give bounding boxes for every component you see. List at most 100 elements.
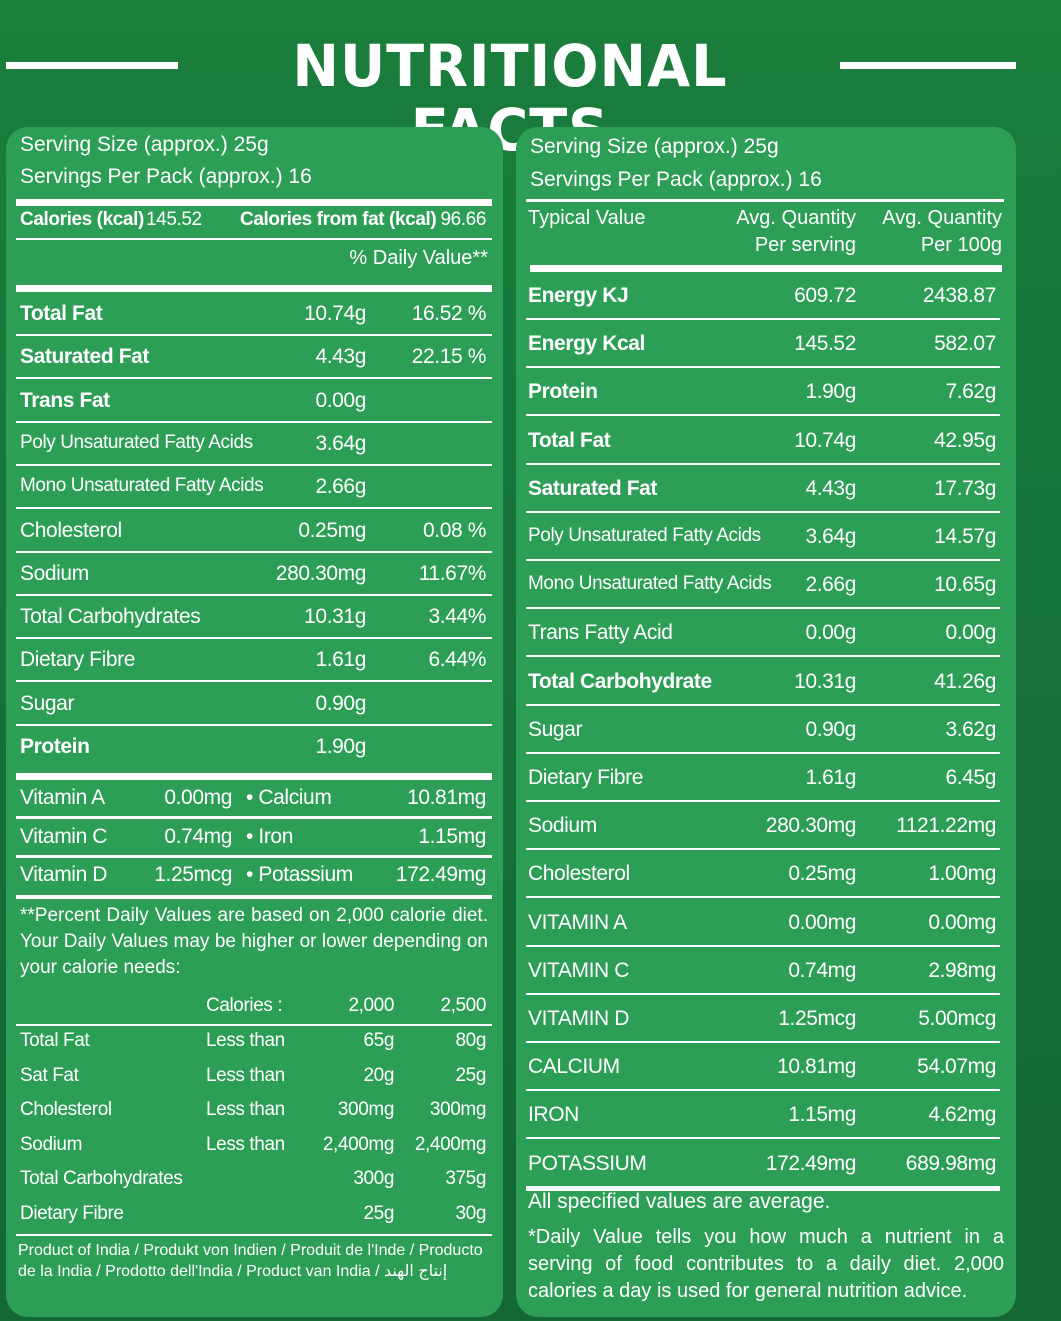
per-100g-value: 5.00mcg (918, 1007, 996, 1030)
per-100g-value: 17.73g (934, 476, 996, 500)
per-100g-value: 3.62g (945, 717, 996, 741)
per-100g-value: 689.98mg (905, 1151, 997, 1175)
nutrient-name: Protein (20, 735, 90, 758)
servings-per-pack: Servings Per Pack (approx.) 16 (530, 168, 822, 191)
mineral-name: • Calcium (246, 786, 332, 809)
title-row: NUTRITIONAL FACTS (0, 26, 1061, 162)
nutrient-name: Trans Fatty Acid (528, 621, 673, 645)
divider (16, 1024, 492, 1026)
ref-value-2500: 30g (455, 1203, 486, 1224)
row-divider (526, 751, 1000, 754)
nutrient-name: Dietary Fibre (20, 648, 135, 672)
nutrient-daily-value: 6.44% (428, 648, 486, 672)
per-serving-value: 1.25mcg (778, 1007, 856, 1030)
row-divider (16, 637, 492, 640)
per-serving-value: 0.74mg (788, 958, 856, 982)
ref-value-2500: 25g (455, 1064, 486, 1086)
nutrient-name: VITAMIN D (528, 1007, 630, 1030)
row-divider (526, 366, 1000, 369)
calories-fat-value: 96.66 (440, 209, 486, 230)
nutrient-daily-value: 0.08 % (423, 518, 486, 542)
per-serving-value: 1.15mg (788, 1103, 856, 1127)
nutrient-name: Energy Kcal (528, 332, 645, 356)
daily-value-header: % Daily Value** (349, 247, 488, 269)
row-divider (16, 507, 492, 510)
per-100g-value: 7.62g (945, 380, 996, 404)
nutrient-name: IRON (528, 1103, 579, 1127)
nutrient-amount: 280.30mg (275, 561, 367, 585)
nutrient-amount: 1.61g (315, 648, 366, 672)
nutrient-amount: 10.74g (304, 302, 366, 325)
col-per-serving-1: Avg. Quantity (736, 207, 856, 229)
per-serving-value: 4.43g (805, 476, 856, 500)
per-100g-value: 14.57g (934, 525, 996, 548)
daily-value-note: *Daily Value tells you how much a nutrie… (528, 1226, 1004, 1302)
row-divider (16, 550, 492, 553)
thick-divider (16, 285, 492, 292)
nutrient-daily-value: 16.52 % (411, 302, 487, 325)
row-divider (526, 992, 1000, 995)
row-divider (526, 1185, 1000, 1191)
thick-divider (16, 199, 492, 206)
mineral-name: • Potassium (246, 863, 353, 886)
per-100g-value: 41.26g (934, 669, 996, 693)
row-divider (526, 318, 1000, 320)
ref-value-2000: 300mg (337, 1099, 395, 1121)
daily-value-note: **Percent Daily Values are based on 2,00… (20, 905, 488, 978)
ref-value-2000: 2,400mg (322, 1133, 395, 1155)
row-divider (526, 462, 1000, 465)
ref-value-2500: 80g (455, 1030, 486, 1051)
nutrient-name: Trans Fat (20, 388, 110, 412)
ref-nutrient: Total Carbohydrates (20, 1168, 183, 1190)
nutrient-name: Mono Unsaturated Fatty Acids (20, 475, 264, 497)
per-100g-value: 2.98mg (928, 958, 996, 982)
nutrient-amount: 0.25mg (298, 518, 366, 542)
row-divider (526, 1041, 1000, 1043)
calories-fat-label: Calories from fat (kcal) (240, 209, 437, 230)
nutrient-name: Saturated Fat (20, 345, 149, 369)
ref-nutrient: Sat Fat (20, 1064, 79, 1086)
divider (526, 199, 1004, 202)
row-divider (16, 463, 492, 466)
nutrient-amount: 1.90g (315, 735, 366, 758)
row-divider (526, 800, 1000, 802)
ref-value-2500: 2,400mg (414, 1133, 487, 1155)
per-100g-value: 4.62mg (928, 1103, 996, 1127)
nutrient-amount: 0.90g (315, 691, 366, 715)
col-per-serving-2: Per serving (754, 234, 856, 256)
ref-nutrient: Cholesterol (20, 1099, 112, 1121)
nutrient-name: Sugar (528, 717, 583, 741)
per-serving-value: 3.64g (805, 525, 856, 548)
ref-value-2000: 25g (363, 1203, 394, 1224)
per-serving-value: 2.66g (805, 573, 856, 597)
divider (16, 895, 492, 899)
vitamin-value: 0.74mg (164, 824, 232, 848)
per-serving-value: 1.61g (805, 766, 856, 789)
per-100g-value: 582.07 (934, 332, 996, 356)
mineral-value: 10.81mg (407, 786, 486, 809)
vitamin-value: 0.00mg (164, 786, 232, 809)
nutrient-name: Dietary Fibre (528, 766, 643, 789)
mineral-name: • Iron (246, 824, 293, 848)
per-serving-value: 609.72 (794, 284, 856, 307)
nutrient-name: Poly Unsaturated Fatty Acids (20, 431, 253, 453)
per-100g-value: 42.95g (934, 428, 996, 452)
row-divider (16, 377, 492, 380)
vitamin-value: 1.25mcg (154, 863, 232, 886)
col-typical-value: Typical Value (528, 207, 646, 229)
row-divider (16, 854, 492, 858)
ref-calories-label: Calories : (206, 995, 283, 1016)
row-divider (16, 420, 492, 423)
ref-calories-2000: 2,000 (348, 995, 394, 1016)
row-divider (526, 559, 1000, 561)
ref-qualifier: Less than (206, 1030, 285, 1051)
thick-divider (16, 773, 492, 780)
per-serving-value: 145.52 (794, 332, 856, 356)
ref-qualifier: Less than (206, 1133, 285, 1155)
eu-nutrition-panel: Serving Size (approx.) 25g Servings Per … (516, 127, 1016, 1317)
nutrient-name: Sodium (20, 561, 89, 585)
serving-size: Serving Size (approx.) 25g (20, 133, 269, 156)
per-serving-value: 10.74g (794, 428, 856, 452)
nutrient-name: Total Carbohydrates (20, 605, 201, 629)
nutrient-name: Poly Unsaturated Fatty Acids (528, 525, 761, 546)
